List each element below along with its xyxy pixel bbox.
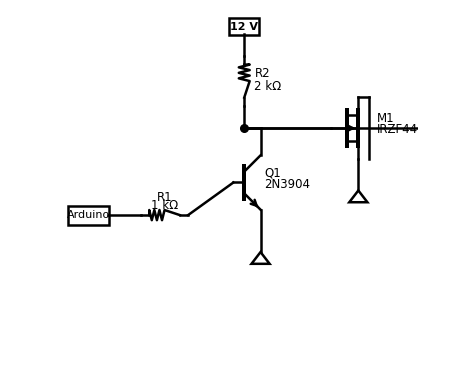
Text: R2: R2 xyxy=(255,67,270,80)
Text: 2 kΩ: 2 kΩ xyxy=(255,80,282,93)
Text: 2N3904: 2N3904 xyxy=(264,178,310,191)
Text: M1: M1 xyxy=(376,112,394,124)
Text: 12 V: 12 V xyxy=(230,22,258,32)
Text: 1 kΩ: 1 kΩ xyxy=(151,199,178,212)
Text: Q1: Q1 xyxy=(264,167,281,180)
Text: R1: R1 xyxy=(157,191,173,204)
FancyBboxPatch shape xyxy=(68,206,109,224)
Text: Arduino: Arduino xyxy=(67,210,110,220)
Text: IRZF44: IRZF44 xyxy=(376,123,418,137)
FancyBboxPatch shape xyxy=(229,18,259,35)
